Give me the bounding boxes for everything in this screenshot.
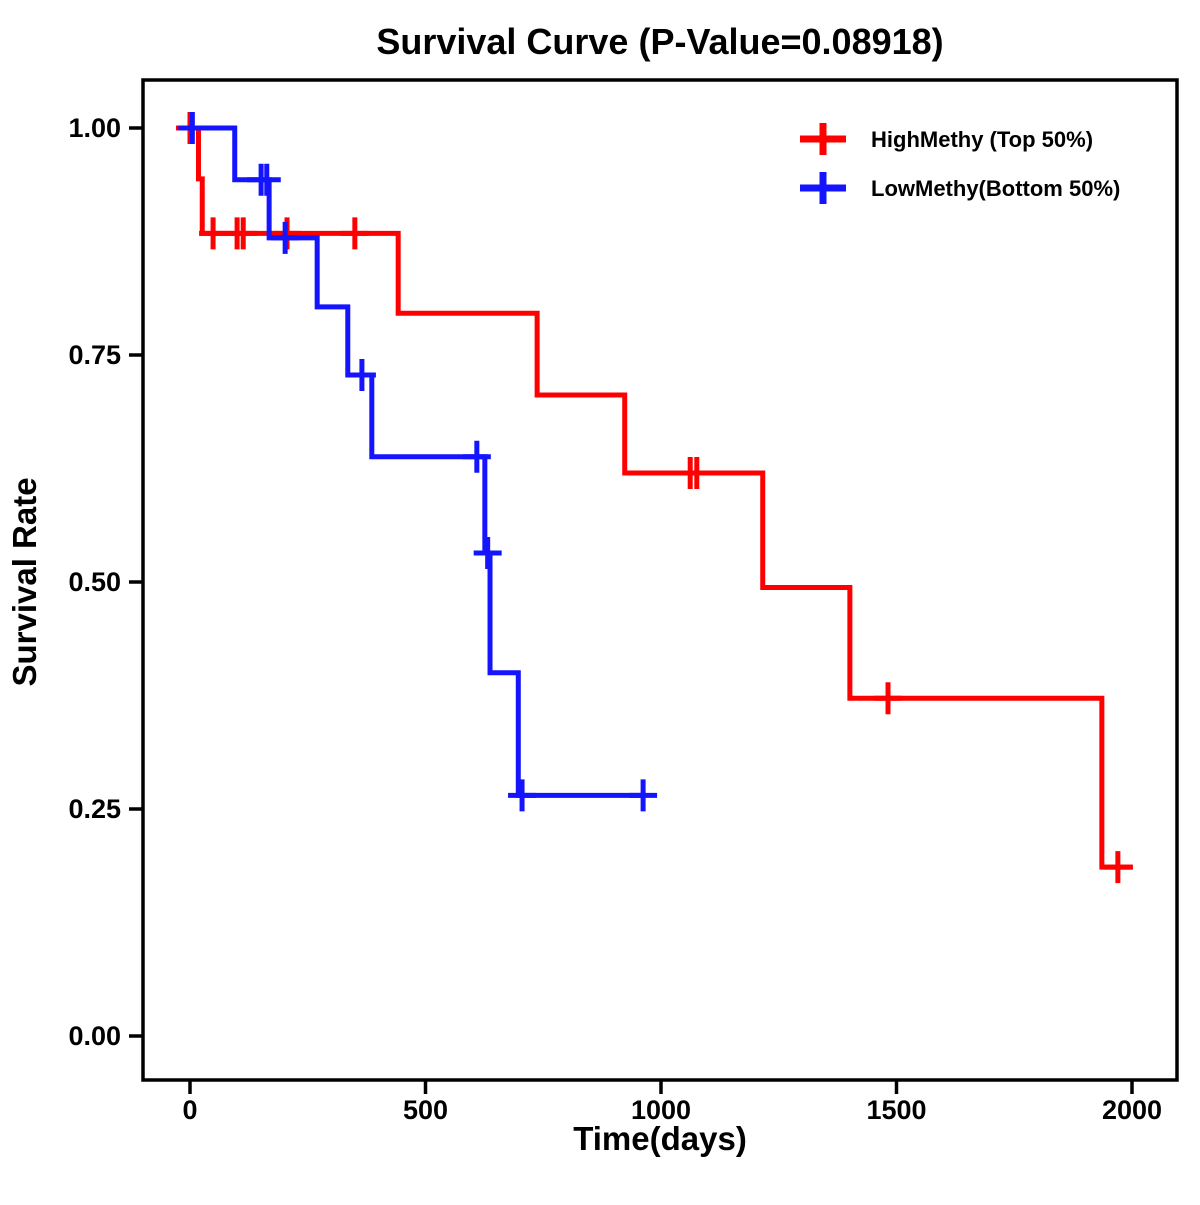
legend-label-lowmethy: LowMethy(Bottom 50%) — [871, 176, 1120, 201]
y-axis-ticks: 0.00 0.25 0.50 0.75 1.00 — [68, 113, 143, 1051]
plus-marker-icon — [800, 172, 846, 204]
y-axis-label: Survival Rate — [6, 477, 43, 686]
censor-plus-marks-highmethy — [176, 112, 1132, 884]
censor-plus-marks-lowmethy — [178, 112, 658, 812]
x-tick-label: 1000 — [631, 1095, 691, 1125]
y-tick-label: 0.50 — [68, 567, 121, 597]
x-tick-label: 1500 — [866, 1095, 926, 1125]
y-tick-label: 0.00 — [68, 1021, 121, 1051]
legend-label-highmethy: HighMethy (Top 50%) — [871, 127, 1093, 152]
y-tick-label: 0.25 — [68, 794, 121, 824]
legend-entry-highmethy: HighMethy (Top 50%) — [800, 123, 1093, 155]
x-axis-label: Time(days) — [573, 1120, 747, 1157]
plot-border — [141, 78, 1179, 1082]
x-tick-label: 0 — [182, 1095, 197, 1125]
legend-entry-lowmethy: LowMethy(Bottom 50%) — [800, 172, 1120, 204]
x-tick-label: 2000 — [1102, 1095, 1162, 1125]
plus-marker-icon — [800, 123, 846, 155]
x-axis-ticks: 0 500 1000 1500 2000 — [182, 1080, 1162, 1125]
x-tick-label: 500 — [403, 1095, 448, 1125]
y-tick-label: 0.75 — [68, 340, 121, 370]
legend: HighMethy (Top 50%) LowMethy(Bottom 50%) — [800, 123, 1120, 204]
series-layer — [176, 112, 1133, 884]
chart-title: Survival Curve (P-Value=0.08918) — [376, 21, 943, 62]
survival-curve-lowmethy — [190, 125, 644, 798]
y-tick-label: 1.00 — [68, 113, 121, 143]
survival-curve-highmethy — [190, 125, 1133, 870]
